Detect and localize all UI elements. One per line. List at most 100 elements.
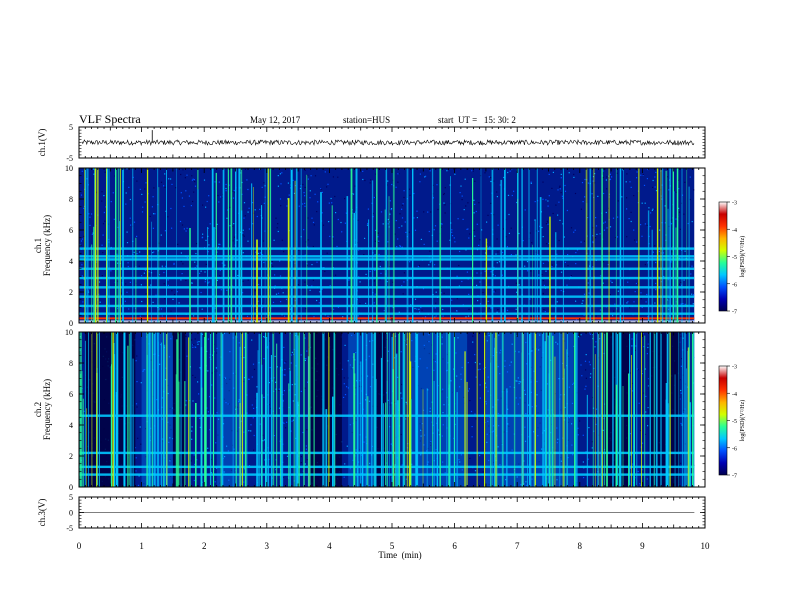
sferic-spike [93, 226, 95, 323]
noise-speck [437, 335, 439, 337]
noise-speck [457, 218, 459, 220]
noise-speck [603, 192, 605, 195]
sferic-spike [562, 332, 565, 487]
noise-speck [422, 288, 425, 290]
noise-speck [96, 191, 98, 193]
noise-speck [515, 282, 517, 284]
noise-speck [567, 457, 569, 459]
sferic-spike [634, 332, 635, 487]
sferic-spike [398, 332, 401, 487]
noise-speck [508, 425, 510, 427]
noise-speck [219, 482, 221, 484]
noise-speck [426, 367, 428, 369]
sferic-spike [476, 332, 478, 487]
noise-speck [456, 310, 458, 312]
noise-speck [446, 369, 448, 371]
noise-speck [630, 211, 632, 213]
noise-speck [575, 319, 578, 321]
noise-speck [185, 400, 187, 402]
noise-speck [400, 351, 402, 353]
noise-speck [273, 239, 275, 241]
noise-speck [150, 359, 152, 361]
noise-speck [482, 291, 484, 294]
noise-speck [528, 404, 530, 406]
sferic-spike [436, 332, 438, 487]
noise-speck [113, 218, 115, 220]
noise-speck [514, 350, 516, 352]
sferic-spike [674, 374, 676, 487]
noise-speck [337, 176, 339, 178]
noise-speck [560, 192, 562, 194]
noise-speck [461, 195, 463, 197]
noise-speck [680, 422, 682, 425]
sferic-spike [115, 168, 117, 323]
sferic-spike [238, 168, 241, 323]
noise-speck [470, 410, 473, 413]
noise-speck [185, 279, 187, 282]
noise-speck [654, 245, 656, 247]
ch1-waveform-panel: 5-5ch.1(V) [37, 123, 706, 163]
sferic-spike [279, 366, 281, 487]
noise-speck [505, 479, 507, 481]
noise-speck [462, 218, 464, 220]
noise-speck [584, 360, 587, 362]
sferic-spike [176, 339, 178, 487]
noise-speck [304, 169, 306, 171]
noise-speck [167, 421, 169, 423]
noise-speck [570, 275, 572, 277]
noise-speck [639, 483, 641, 485]
noise-speck [661, 319, 663, 321]
figure-date: May 12, 2017 [250, 115, 301, 125]
noise-speck [531, 406, 533, 408]
noise-speck [587, 216, 589, 219]
noise-speck [420, 387, 422, 390]
noise-speck [404, 221, 406, 223]
noise-speck [680, 389, 682, 392]
sferic-spike [480, 168, 482, 323]
noise-speck [133, 221, 136, 223]
noise-speck [416, 308, 418, 310]
noise-speck [191, 438, 193, 440]
noise-speck [81, 275, 83, 277]
noise-speck [306, 429, 308, 431]
sferic-spike [433, 380, 435, 487]
noise-speck [509, 170, 511, 172]
sferic-spike [82, 398, 84, 487]
noise-speck [570, 227, 573, 229]
noise-speck [597, 195, 599, 197]
sferic-spike [111, 364, 112, 487]
noise-speck [659, 229, 661, 231]
sferic-spike [373, 332, 375, 487]
sferic-spike [688, 186, 690, 323]
noise-speck [631, 463, 633, 465]
noise-speck [409, 194, 411, 196]
noise-speck [607, 264, 609, 266]
sferic-spike [157, 168, 159, 323]
noise-speck [277, 223, 279, 225]
noise-speck [192, 200, 194, 203]
noise-speck [216, 467, 218, 469]
noise-speck [344, 394, 347, 396]
sferic-spike [667, 208, 669, 323]
noise-speck [573, 231, 575, 233]
noise-speck [558, 378, 560, 380]
sferic-spike [380, 357, 382, 487]
noise-speck [460, 454, 462, 456]
noise-speck [365, 273, 367, 275]
noise-speck [321, 266, 323, 269]
noise-speck [242, 280, 244, 282]
noise-speck [567, 254, 569, 256]
noise-speck [367, 222, 369, 225]
noise-speck [377, 168, 380, 170]
noise-speck [474, 203, 476, 205]
sferic-spike [158, 187, 160, 323]
noise-speck [91, 233, 93, 235]
noise-speck [374, 293, 376, 295]
noise-speck [543, 440, 545, 442]
noise-speck [594, 182, 596, 184]
noise-speck [206, 200, 208, 203]
noise-speck [228, 184, 230, 186]
noise-speck [223, 417, 225, 419]
noise-speck [403, 281, 405, 283]
noise-speck [215, 367, 217, 369]
